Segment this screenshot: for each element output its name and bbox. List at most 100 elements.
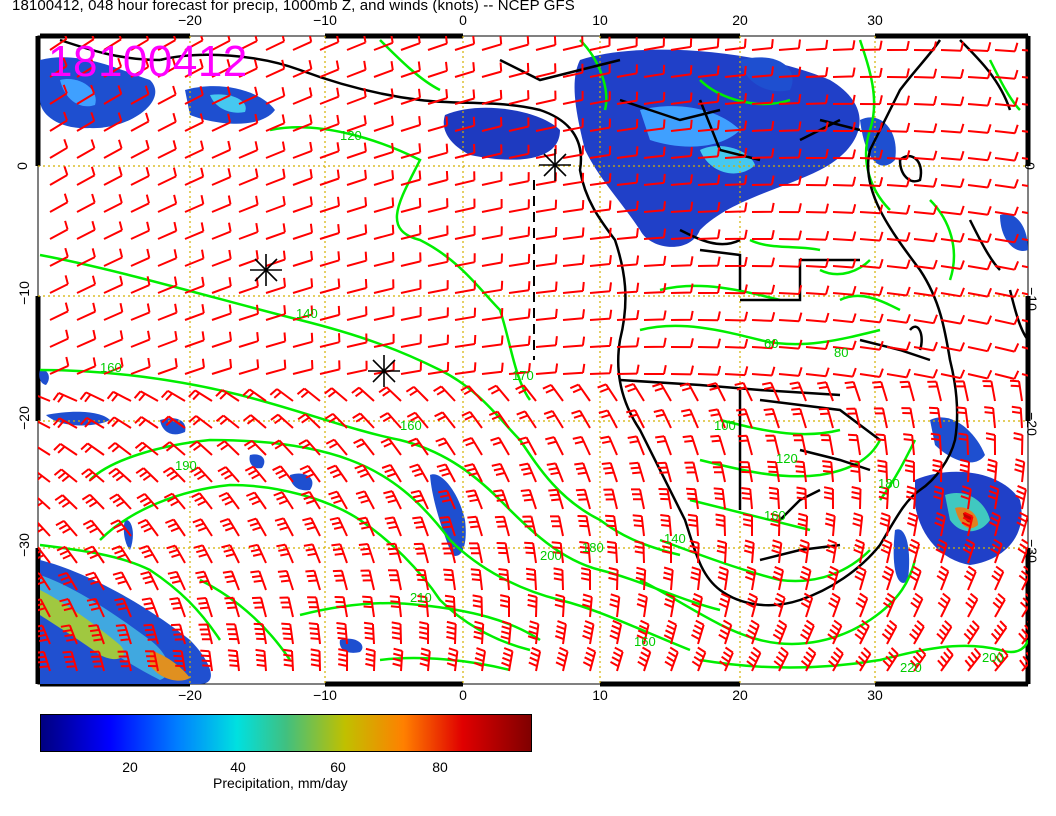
wind-barb (778, 175, 802, 186)
wind-barb (192, 518, 213, 537)
wind-barb (616, 146, 639, 159)
wind-barb (616, 200, 639, 213)
wind-barb (353, 438, 375, 456)
wind-barb (373, 36, 394, 51)
wind-barb (605, 514, 618, 537)
wind-barb (427, 36, 448, 51)
wind-barb (469, 542, 483, 564)
wind-barb (697, 256, 721, 267)
wind-barb (247, 517, 267, 537)
wind-barb (589, 36, 611, 51)
wind-barb (193, 544, 213, 564)
wind-barb (136, 493, 159, 510)
wind-barb (859, 204, 884, 215)
wind-barb (1021, 211, 1028, 215)
wind-barb (38, 624, 51, 645)
wind-barb (76, 248, 96, 267)
colorbar-tick: 20 (122, 759, 138, 775)
wind-barb (160, 389, 186, 402)
wind-barb (772, 619, 788, 645)
wind-barb (49, 166, 69, 186)
wind-barb (296, 387, 321, 402)
wind-barb (624, 383, 645, 402)
bottom-tick: 0 (459, 687, 467, 703)
wind-barb (157, 221, 178, 240)
wind-barb (832, 313, 857, 324)
wind-barb (847, 433, 861, 456)
wind-barb (307, 596, 321, 618)
wind-barb (877, 459, 888, 483)
wind-barb (157, 194, 178, 213)
wind-barb (53, 468, 78, 483)
wind-barb (298, 439, 321, 456)
wind-barb (708, 408, 726, 429)
wind-barb (577, 515, 591, 537)
wind-barb (940, 68, 965, 79)
wind-barb (616, 255, 640, 267)
wind-barb (325, 438, 348, 456)
wind-barb (643, 228, 667, 240)
wind-barb (691, 646, 707, 672)
wind-barb (498, 568, 510, 591)
wind-barb (937, 647, 954, 672)
contour-label: 220 (900, 660, 922, 675)
wind-barb (184, 304, 205, 321)
wind-barb (985, 432, 996, 456)
wind-barb (635, 566, 647, 591)
wind-barb (444, 594, 456, 618)
wind-barb (535, 336, 558, 348)
wind-barb (215, 389, 240, 402)
wind-barb (400, 252, 422, 267)
wind-barb (582, 646, 597, 672)
wind-barb (38, 471, 51, 483)
wind-barb (859, 231, 884, 242)
wind-barb (134, 441, 159, 456)
wind-barb (745, 619, 760, 645)
wind-barb (143, 623, 159, 645)
wind-barb (346, 169, 367, 186)
wind-barb (358, 543, 375, 564)
wind-barb (85, 571, 105, 591)
wind-barb (190, 466, 213, 483)
wind-barb (38, 572, 51, 591)
wind-barb (346, 306, 368, 321)
wind-barb (508, 36, 530, 51)
wind-barb (967, 369, 993, 380)
wind-barb (846, 407, 861, 429)
wind-barb (522, 515, 537, 537)
wind-barb (562, 227, 585, 240)
wind-barb (76, 302, 97, 321)
date-stamp: 18100412 (48, 37, 248, 86)
wind-barb (265, 332, 287, 348)
wind-barb (875, 433, 888, 456)
wind-barb (707, 382, 726, 402)
wind-barb (832, 340, 857, 351)
wind-barb (221, 544, 240, 564)
wind-barb (724, 147, 748, 159)
wind-barb (903, 433, 915, 456)
wind-barb (516, 410, 537, 429)
wind-barb (608, 566, 619, 591)
wind-barb (473, 647, 486, 672)
wind-barb (373, 279, 395, 294)
wind-barb (643, 173, 666, 186)
wind-barb (103, 36, 122, 51)
wind-barb (670, 201, 694, 213)
wind-barb (265, 168, 286, 186)
wind-barb (157, 167, 177, 186)
wind-barb (886, 177, 911, 188)
wind-barb (130, 303, 151, 321)
wind-barb (305, 569, 321, 591)
wind-barb (905, 485, 917, 510)
wind-barb (994, 233, 1019, 244)
wind-barb (117, 650, 132, 672)
wind-barb (551, 541, 564, 564)
wind-barb (546, 462, 564, 483)
wind-barb (873, 407, 888, 429)
wind-barb (859, 286, 884, 297)
wind-barb (994, 69, 1019, 80)
colorbar-tick: 60 (330, 759, 346, 775)
wind-barb (961, 511, 974, 537)
wind-barb (211, 140, 232, 159)
wind-barb (141, 597, 159, 618)
